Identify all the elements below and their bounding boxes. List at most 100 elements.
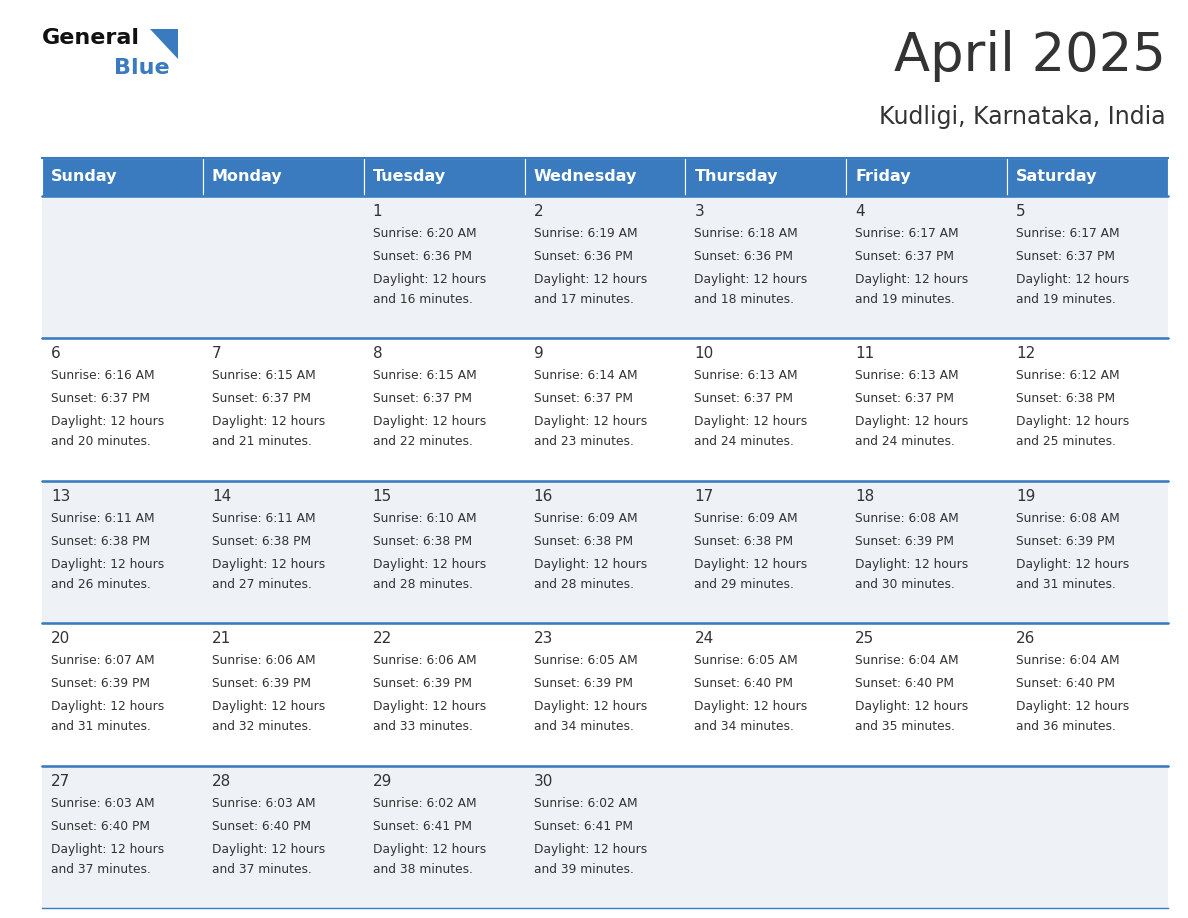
Bar <box>685 481 846 623</box>
Text: 16: 16 <box>533 488 552 504</box>
Bar <box>364 196 525 339</box>
Bar <box>42 158 203 196</box>
Text: Sunset: 6:39 PM: Sunset: 6:39 PM <box>51 677 150 690</box>
Bar <box>364 481 525 623</box>
Text: Daylight: 12 hours: Daylight: 12 hours <box>51 558 164 571</box>
Text: Daylight: 12 hours: Daylight: 12 hours <box>51 700 164 713</box>
Text: 20: 20 <box>51 632 70 646</box>
Text: Thursday: Thursday <box>695 170 778 185</box>
Text: Sunset: 6:38 PM: Sunset: 6:38 PM <box>51 535 150 548</box>
Text: 30: 30 <box>533 774 552 789</box>
Text: April 2025: April 2025 <box>895 30 1165 82</box>
Bar <box>203 339 364 481</box>
Text: Daylight: 12 hours: Daylight: 12 hours <box>855 700 968 713</box>
Text: Saturday: Saturday <box>1016 170 1098 185</box>
Text: Daylight: 12 hours: Daylight: 12 hours <box>1016 700 1130 713</box>
Text: Daylight: 12 hours: Daylight: 12 hours <box>855 416 968 429</box>
Text: Sunset: 6:40 PM: Sunset: 6:40 PM <box>695 677 794 690</box>
Text: Sunrise: 6:06 AM: Sunrise: 6:06 AM <box>373 655 476 667</box>
Bar <box>846 158 1007 196</box>
Bar <box>203 766 364 908</box>
Text: and 27 minutes.: and 27 minutes. <box>211 577 311 591</box>
Bar <box>42 339 203 481</box>
Text: and 19 minutes.: and 19 minutes. <box>855 293 955 306</box>
Text: Sunrise: 6:10 AM: Sunrise: 6:10 AM <box>373 512 476 525</box>
Text: Daylight: 12 hours: Daylight: 12 hours <box>211 558 326 571</box>
Bar <box>42 623 203 766</box>
Text: and 29 minutes.: and 29 minutes. <box>695 577 795 591</box>
Text: Sunset: 6:37 PM: Sunset: 6:37 PM <box>855 392 954 406</box>
Text: and 32 minutes.: and 32 minutes. <box>211 721 311 733</box>
Text: and 28 minutes.: and 28 minutes. <box>373 577 473 591</box>
Text: Sunset: 6:40 PM: Sunset: 6:40 PM <box>211 820 311 833</box>
Bar <box>203 196 364 339</box>
Text: 28: 28 <box>211 774 232 789</box>
Text: Sunrise: 6:15 AM: Sunrise: 6:15 AM <box>211 369 316 383</box>
Bar <box>525 196 685 339</box>
Text: Sunrise: 6:13 AM: Sunrise: 6:13 AM <box>695 369 798 383</box>
Bar <box>685 196 846 339</box>
Text: Sunset: 6:38 PM: Sunset: 6:38 PM <box>373 535 472 548</box>
Bar <box>1007 196 1168 339</box>
Text: Sunset: 6:39 PM: Sunset: 6:39 PM <box>211 677 311 690</box>
Text: and 31 minutes.: and 31 minutes. <box>51 721 151 733</box>
Text: Daylight: 12 hours: Daylight: 12 hours <box>695 416 808 429</box>
Text: 15: 15 <box>373 488 392 504</box>
Text: and 33 minutes.: and 33 minutes. <box>373 721 473 733</box>
Text: Daylight: 12 hours: Daylight: 12 hours <box>533 843 646 856</box>
Text: Tuesday: Tuesday <box>373 170 446 185</box>
Text: Sunrise: 6:02 AM: Sunrise: 6:02 AM <box>373 797 476 810</box>
Text: Sunset: 6:40 PM: Sunset: 6:40 PM <box>51 820 150 833</box>
Text: 11: 11 <box>855 346 874 362</box>
Text: Sunset: 6:37 PM: Sunset: 6:37 PM <box>373 392 472 406</box>
Text: Sunset: 6:40 PM: Sunset: 6:40 PM <box>1016 677 1116 690</box>
Text: and 26 minutes.: and 26 minutes. <box>51 577 151 591</box>
Text: 23: 23 <box>533 632 552 646</box>
Bar <box>525 339 685 481</box>
Text: Daylight: 12 hours: Daylight: 12 hours <box>855 558 968 571</box>
Text: Daylight: 12 hours: Daylight: 12 hours <box>533 416 646 429</box>
Bar <box>203 623 364 766</box>
Text: Sunset: 6:39 PM: Sunset: 6:39 PM <box>855 535 954 548</box>
Bar <box>525 766 685 908</box>
Text: and 24 minutes.: and 24 minutes. <box>855 435 955 448</box>
Text: Sunrise: 6:11 AM: Sunrise: 6:11 AM <box>211 512 316 525</box>
Text: Sunrise: 6:08 AM: Sunrise: 6:08 AM <box>855 512 959 525</box>
Text: 17: 17 <box>695 488 714 504</box>
Bar <box>203 158 364 196</box>
Bar <box>364 766 525 908</box>
Text: and 38 minutes.: and 38 minutes. <box>373 863 473 876</box>
Text: Daylight: 12 hours: Daylight: 12 hours <box>695 273 808 286</box>
Text: Daylight: 12 hours: Daylight: 12 hours <box>51 843 164 856</box>
Text: Blue: Blue <box>114 58 170 78</box>
Text: and 39 minutes.: and 39 minutes. <box>533 863 633 876</box>
Text: and 16 minutes.: and 16 minutes. <box>373 293 473 306</box>
Text: and 30 minutes.: and 30 minutes. <box>855 577 955 591</box>
Text: Sunrise: 6:14 AM: Sunrise: 6:14 AM <box>533 369 637 383</box>
Text: Sunrise: 6:18 AM: Sunrise: 6:18 AM <box>695 227 798 240</box>
Text: Sunset: 6:37 PM: Sunset: 6:37 PM <box>695 392 794 406</box>
Bar <box>525 623 685 766</box>
Text: Sunset: 6:41 PM: Sunset: 6:41 PM <box>533 820 632 833</box>
Text: Daylight: 12 hours: Daylight: 12 hours <box>51 416 164 429</box>
Text: Daylight: 12 hours: Daylight: 12 hours <box>855 273 968 286</box>
Text: and 23 minutes.: and 23 minutes. <box>533 435 633 448</box>
Polygon shape <box>150 29 178 59</box>
Text: and 34 minutes.: and 34 minutes. <box>533 721 633 733</box>
Bar <box>42 766 203 908</box>
Text: Sunset: 6:40 PM: Sunset: 6:40 PM <box>855 677 954 690</box>
Bar <box>685 766 846 908</box>
Text: 26: 26 <box>1016 632 1036 646</box>
Text: Sunset: 6:39 PM: Sunset: 6:39 PM <box>533 677 632 690</box>
Text: Sunrise: 6:05 AM: Sunrise: 6:05 AM <box>533 655 637 667</box>
Bar <box>1007 158 1168 196</box>
Text: General: General <box>42 28 140 48</box>
Text: Daylight: 12 hours: Daylight: 12 hours <box>373 700 486 713</box>
Text: Daylight: 12 hours: Daylight: 12 hours <box>373 843 486 856</box>
Text: Wednesday: Wednesday <box>533 170 637 185</box>
Text: Sunrise: 6:03 AM: Sunrise: 6:03 AM <box>51 797 154 810</box>
Text: Sunset: 6:37 PM: Sunset: 6:37 PM <box>1016 250 1116 263</box>
Text: 9: 9 <box>533 346 543 362</box>
Text: Sunset: 6:36 PM: Sunset: 6:36 PM <box>533 250 632 263</box>
Text: 24: 24 <box>695 632 714 646</box>
